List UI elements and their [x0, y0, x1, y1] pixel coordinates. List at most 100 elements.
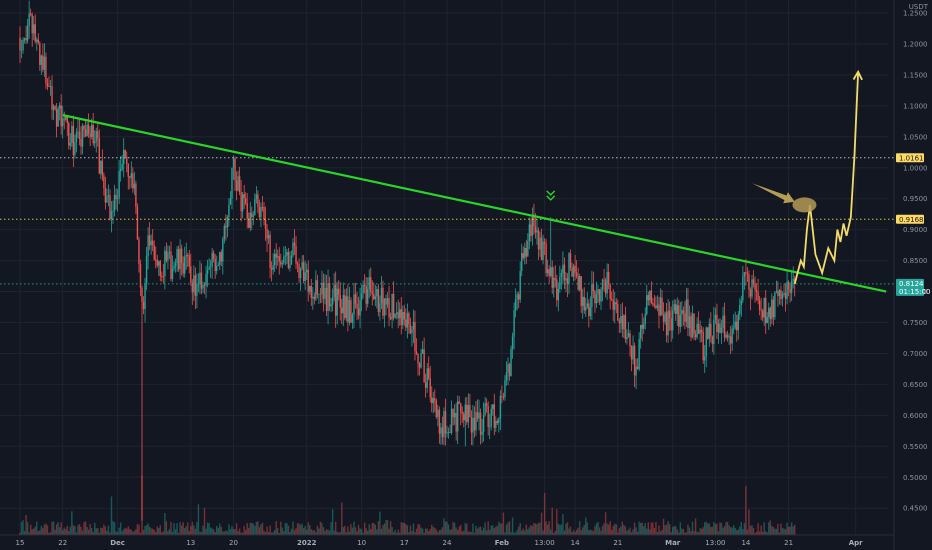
volume-bar: [620, 526, 622, 535]
candle-body: [456, 401, 459, 432]
candle-body: [20, 50, 23, 51]
candle-body: [330, 304, 332, 307]
volume-bar: [350, 524, 352, 535]
volume-bar: [220, 526, 222, 535]
candle-body: [241, 194, 244, 212]
candle-body: [36, 39, 38, 42]
volume-bar: [769, 520, 771, 535]
candle-body: [667, 310, 669, 336]
volume-bar: [129, 528, 131, 535]
time-tick-label: 2022: [297, 539, 317, 547]
candle-body: [722, 315, 724, 329]
candle-body: [177, 249, 180, 270]
candle-body: [106, 196, 108, 203]
candle-body: [601, 279, 604, 290]
candle-body: [604, 280, 607, 294]
candle-body: [228, 204, 230, 217]
volume-bar: [376, 529, 378, 535]
candle-body: [771, 299, 773, 320]
volume-bar: [580, 530, 582, 535]
volume-bar: [94, 522, 96, 535]
candle-body: [656, 304, 659, 309]
candlestick-series: [19, 0, 796, 521]
volume-bar: [182, 522, 184, 535]
candle-body: [338, 288, 340, 295]
candle-body: [548, 269, 550, 276]
candle-body: [499, 396, 502, 419]
volume-bar: [774, 528, 776, 535]
volume-bar: [342, 527, 344, 535]
time-axis[interactable]: 15 22 Dec 13 20 2022 10 17 24 Feb 13:00 14 21 Mar 13:0…: [0, 534, 894, 547]
volume-bar: [734, 528, 736, 535]
volume-bar: [752, 528, 755, 535]
volume-bar: [135, 529, 137, 535]
volume-bar: [237, 531, 239, 535]
candle-body: [220, 252, 222, 262]
volume-bar: [164, 512, 166, 535]
volume-bar: [453, 522, 456, 535]
candle-body: [336, 288, 338, 316]
volume-bar: [456, 529, 459, 535]
candle-body: [603, 279, 605, 281]
candle-body: [246, 203, 248, 219]
candle-body: [426, 368, 428, 388]
volume-bar: [437, 532, 439, 535]
volume-bar: [531, 526, 534, 535]
volume-bar: [429, 528, 431, 535]
volume-bar: [768, 522, 770, 535]
candle-body: [588, 303, 590, 317]
volume-bar: [578, 521, 581, 535]
volume-bar: [86, 527, 88, 535]
candle-body: [290, 255, 293, 265]
candle-body: [94, 141, 96, 144]
candle-body: [685, 299, 688, 322]
volume-bar: [225, 530, 227, 535]
candle-body: [550, 267, 552, 276]
volume-bar: [299, 524, 302, 535]
trendline[interactable]: [62, 114, 887, 293]
volume-bar: [199, 531, 201, 535]
candle-body: [697, 323, 700, 334]
volume-bar: [592, 531, 595, 535]
candle-body: [403, 312, 405, 320]
volume-bar: [705, 521, 707, 535]
volume-bar: [447, 524, 450, 535]
candle-body: [572, 265, 575, 277]
volume-bar: [90, 528, 93, 535]
candle-body: [783, 292, 785, 295]
volume-bar: [434, 527, 436, 535]
candle-body: [510, 348, 512, 377]
volume-bar: [710, 526, 712, 535]
volume-bar: [569, 526, 572, 535]
volume-bar: [400, 522, 402, 535]
candle-body: [751, 279, 753, 297]
candle-body: [670, 318, 672, 331]
time-tick-label: 20: [229, 539, 238, 547]
candle-body: [112, 210, 114, 212]
volume-bar: [386, 519, 389, 535]
candle-body: [295, 246, 297, 264]
candle-body: [453, 412, 456, 418]
candle-body: [367, 289, 369, 304]
volume-bar: [66, 525, 68, 535]
candle-body: [219, 252, 221, 265]
candle-body: [395, 312, 398, 314]
candle-body: [446, 432, 448, 434]
volume-bar: [504, 532, 506, 535]
volume-bar: [604, 512, 607, 535]
volume-bar: [528, 527, 531, 535]
candle-body: [98, 138, 100, 174]
candle-body: [344, 295, 346, 319]
candle-body: [516, 294, 518, 299]
volume-bar: [516, 529, 518, 535]
candle-body: [620, 315, 622, 324]
volume-bar: [597, 521, 599, 535]
candle-body: [452, 408, 454, 418]
candle-body: [278, 256, 280, 262]
time-tick-label: 15: [16, 539, 25, 547]
volume-bar: [322, 527, 325, 535]
volume-bar: [33, 528, 35, 535]
candle-body: [536, 230, 538, 233]
